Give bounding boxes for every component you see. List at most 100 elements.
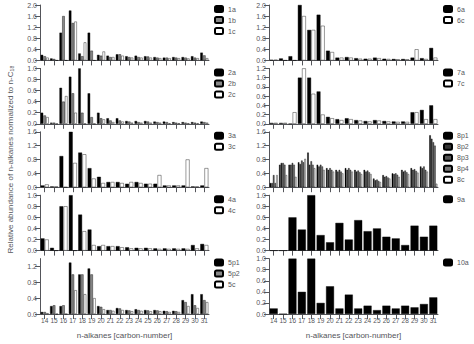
svg-text:0.6: 0.6 bbox=[27, 87, 37, 94]
svg-text:0.2: 0.2 bbox=[256, 111, 266, 118]
svg-text:0.0: 0.0 bbox=[27, 57, 37, 64]
svg-text:2a: 2a bbox=[228, 69, 236, 76]
svg-text:16: 16 bbox=[60, 317, 68, 324]
svg-text:5c: 5c bbox=[228, 281, 236, 288]
svg-text:0.2: 0.2 bbox=[27, 109, 37, 116]
svg-text:8p2: 8p2 bbox=[457, 143, 469, 151]
svg-text:27: 27 bbox=[392, 317, 400, 324]
svg-text:3a: 3a bbox=[228, 132, 236, 139]
svg-text:1.2: 1.2 bbox=[27, 142, 37, 149]
svg-text:0.4: 0.4 bbox=[256, 170, 266, 177]
svg-text:17: 17 bbox=[298, 317, 306, 324]
svg-text:21: 21 bbox=[107, 317, 115, 324]
svg-text:0.0: 0.0 bbox=[256, 311, 266, 318]
svg-text:18: 18 bbox=[79, 317, 87, 324]
svg-text:2.0: 2.0 bbox=[256, 2, 266, 9]
svg-text:1.0: 1.0 bbox=[27, 192, 37, 199]
svg-text:30: 30 bbox=[420, 317, 428, 324]
svg-text:Relative abundance of n-alkane: Relative abundance of n-alkanes normaliz… bbox=[6, 66, 15, 254]
svg-text:0.8: 0.8 bbox=[256, 35, 266, 42]
svg-text:0.0: 0.0 bbox=[27, 247, 37, 254]
svg-text:1.2: 1.2 bbox=[256, 65, 266, 72]
svg-text:0.6: 0.6 bbox=[256, 277, 266, 284]
svg-text:2b: 2b bbox=[228, 80, 236, 87]
svg-text:25: 25 bbox=[373, 317, 381, 324]
svg-text:0.0: 0.0 bbox=[256, 120, 266, 127]
svg-text:1a: 1a bbox=[228, 6, 236, 13]
svg-text:0.4: 0.4 bbox=[256, 225, 266, 232]
svg-text:20: 20 bbox=[97, 317, 105, 324]
svg-text:1.0: 1.0 bbox=[27, 65, 37, 72]
svg-text:10a: 10a bbox=[457, 259, 469, 266]
svg-text:n-alkanes [carbon-number]: n-alkanes [carbon-number] bbox=[306, 331, 402, 340]
svg-text:0.8: 0.8 bbox=[27, 35, 37, 42]
svg-text:15: 15 bbox=[50, 317, 58, 324]
svg-text:0.4: 0.4 bbox=[27, 46, 37, 53]
svg-text:0.8: 0.8 bbox=[256, 83, 266, 90]
svg-text:1.6: 1.6 bbox=[256, 128, 266, 135]
svg-text:0.4: 0.4 bbox=[27, 225, 37, 232]
svg-text:0.8: 0.8 bbox=[27, 203, 37, 210]
svg-text:24: 24 bbox=[135, 317, 143, 324]
svg-text:5p1: 5p1 bbox=[228, 259, 240, 267]
svg-text:9a: 9a bbox=[457, 196, 465, 203]
svg-text:0.0: 0.0 bbox=[27, 311, 37, 318]
svg-text:2c: 2c bbox=[228, 91, 236, 98]
svg-text:n-alkanes [carbon-number]: n-alkanes [carbon-number] bbox=[77, 331, 173, 340]
svg-text:30: 30 bbox=[191, 317, 199, 324]
svg-text:29: 29 bbox=[182, 317, 190, 324]
svg-text:24: 24 bbox=[364, 317, 372, 324]
svg-text:23: 23 bbox=[355, 317, 363, 324]
svg-text:19: 19 bbox=[88, 317, 96, 324]
svg-text:1.2: 1.2 bbox=[27, 263, 37, 270]
svg-text:0.4: 0.4 bbox=[256, 288, 266, 295]
svg-text:1c: 1c bbox=[228, 28, 236, 35]
svg-text:1b: 1b bbox=[228, 17, 236, 24]
svg-text:0.8: 0.8 bbox=[27, 279, 37, 286]
svg-text:0.4: 0.4 bbox=[256, 102, 266, 109]
svg-text:6c: 6c bbox=[457, 17, 465, 24]
svg-text:26: 26 bbox=[154, 317, 162, 324]
svg-text:21: 21 bbox=[336, 317, 344, 324]
svg-text:8p4: 8p4 bbox=[457, 165, 469, 173]
svg-text:15: 15 bbox=[279, 317, 287, 324]
svg-text:8c: 8c bbox=[457, 176, 465, 183]
svg-text:31: 31 bbox=[430, 317, 438, 324]
svg-text:1.2: 1.2 bbox=[256, 24, 266, 31]
svg-text:1.2: 1.2 bbox=[27, 24, 37, 31]
svg-text:1.0: 1.0 bbox=[256, 74, 266, 81]
svg-text:1.6: 1.6 bbox=[27, 13, 37, 20]
svg-text:1.0: 1.0 bbox=[256, 192, 266, 199]
svg-text:28: 28 bbox=[402, 317, 410, 324]
svg-text:0.2: 0.2 bbox=[27, 236, 37, 243]
svg-text:3c: 3c bbox=[228, 143, 236, 150]
svg-text:0.0: 0.0 bbox=[256, 57, 266, 64]
svg-text:0.8: 0.8 bbox=[256, 203, 266, 210]
svg-text:29: 29 bbox=[411, 317, 419, 324]
svg-text:0.4: 0.4 bbox=[256, 46, 266, 53]
svg-text:6a: 6a bbox=[457, 6, 465, 13]
svg-text:27: 27 bbox=[163, 317, 171, 324]
svg-text:31: 31 bbox=[201, 317, 209, 324]
svg-text:18: 18 bbox=[308, 317, 316, 324]
svg-text:4a: 4a bbox=[228, 196, 236, 203]
svg-text:7a: 7a bbox=[457, 69, 465, 76]
svg-text:0.8: 0.8 bbox=[256, 156, 266, 163]
svg-text:0.0: 0.0 bbox=[27, 184, 37, 191]
svg-text:26: 26 bbox=[383, 317, 391, 324]
svg-text:8p3: 8p3 bbox=[457, 154, 469, 162]
svg-text:22: 22 bbox=[345, 317, 353, 324]
svg-text:0.8: 0.8 bbox=[27, 76, 37, 83]
svg-text:0.2: 0.2 bbox=[256, 236, 266, 243]
svg-text:19: 19 bbox=[317, 317, 325, 324]
svg-text:0.6: 0.6 bbox=[256, 214, 266, 221]
svg-text:4c: 4c bbox=[228, 207, 236, 214]
svg-text:0.0: 0.0 bbox=[27, 120, 37, 127]
svg-text:0.8: 0.8 bbox=[256, 266, 266, 273]
svg-text:2.0: 2.0 bbox=[27, 2, 37, 9]
svg-text:8p1: 8p1 bbox=[457, 132, 469, 140]
svg-text:20: 20 bbox=[326, 317, 334, 324]
svg-text:0.4: 0.4 bbox=[27, 170, 37, 177]
svg-text:23: 23 bbox=[126, 317, 134, 324]
svg-text:14: 14 bbox=[270, 317, 278, 324]
